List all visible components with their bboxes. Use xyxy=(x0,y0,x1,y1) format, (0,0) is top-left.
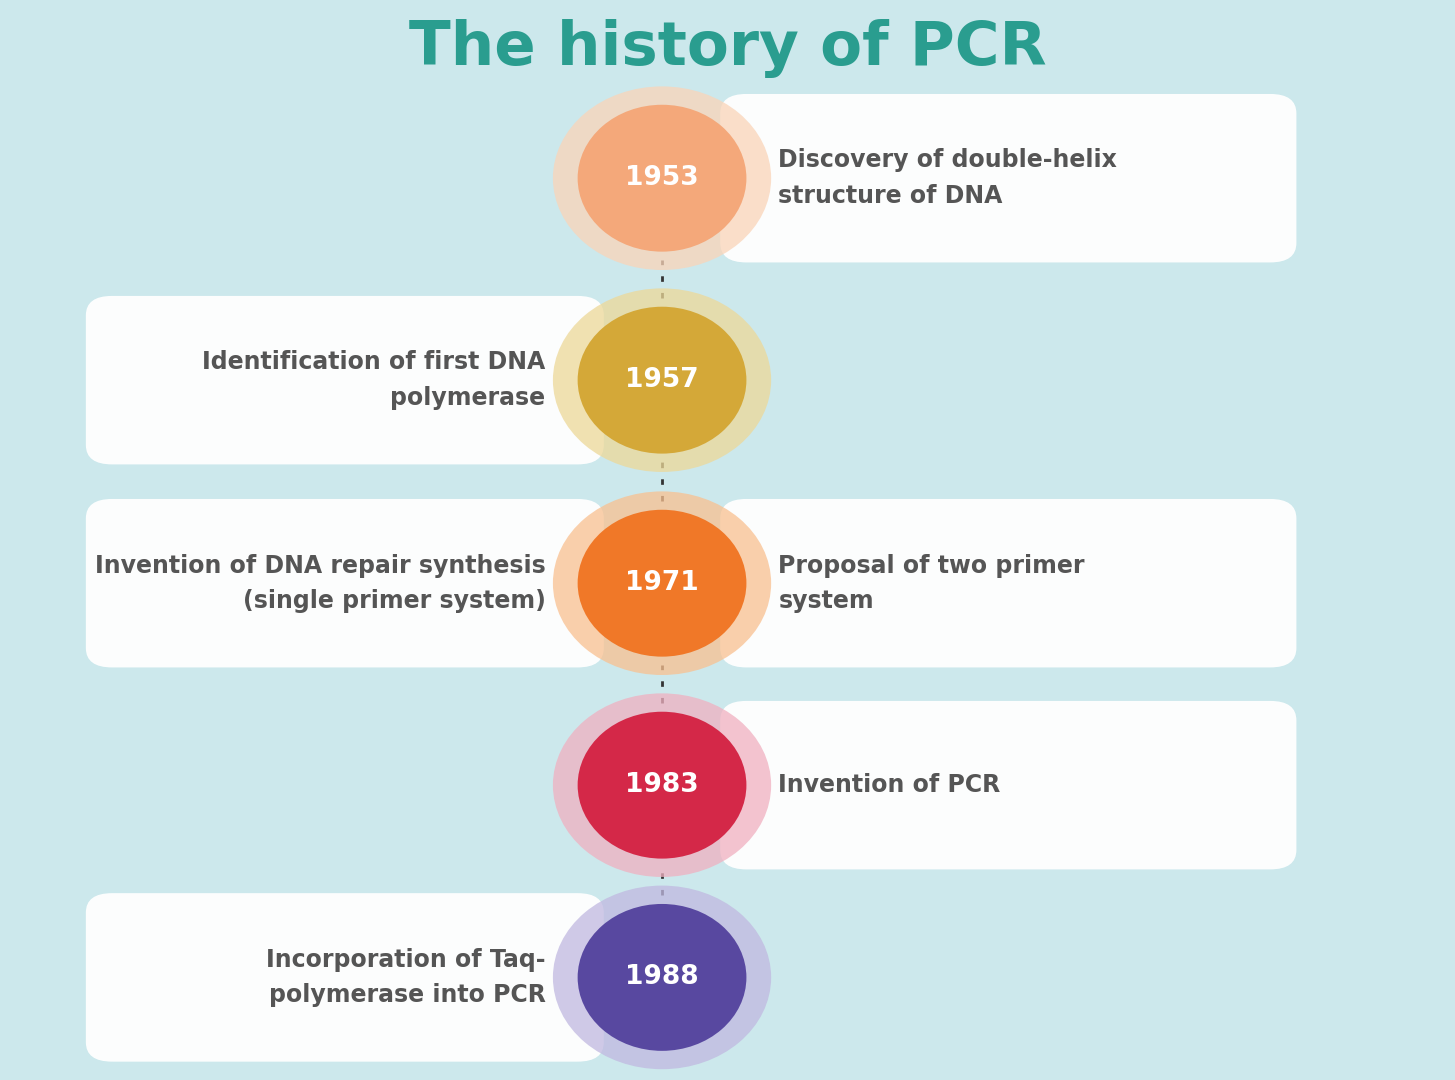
Text: Identification of first DNA
polymerase: Identification of first DNA polymerase xyxy=(202,350,546,409)
FancyBboxPatch shape xyxy=(720,701,1296,869)
FancyBboxPatch shape xyxy=(86,296,604,464)
Ellipse shape xyxy=(553,491,771,675)
Ellipse shape xyxy=(553,86,771,270)
Text: Invention of DNA repair synthesis
(single primer system): Invention of DNA repair synthesis (singl… xyxy=(95,553,546,612)
Text: 1971: 1971 xyxy=(626,570,698,596)
Text: 1957: 1957 xyxy=(626,367,698,393)
Text: 1953: 1953 xyxy=(626,165,698,191)
Ellipse shape xyxy=(578,510,746,657)
Text: 1983: 1983 xyxy=(626,772,698,798)
Ellipse shape xyxy=(553,288,771,472)
Ellipse shape xyxy=(553,886,771,1069)
Text: The history of PCR: The history of PCR xyxy=(409,19,1046,78)
Text: Invention of PCR: Invention of PCR xyxy=(778,773,1001,797)
Ellipse shape xyxy=(578,105,746,252)
FancyBboxPatch shape xyxy=(86,893,604,1062)
FancyBboxPatch shape xyxy=(86,499,604,667)
FancyBboxPatch shape xyxy=(720,94,1296,262)
Text: Discovery of double-helix
structure of DNA: Discovery of double-helix structure of D… xyxy=(778,148,1117,207)
Text: 1988: 1988 xyxy=(626,964,698,990)
FancyBboxPatch shape xyxy=(720,499,1296,667)
Ellipse shape xyxy=(578,904,746,1051)
Ellipse shape xyxy=(578,712,746,859)
Ellipse shape xyxy=(553,693,771,877)
Text: Incorporation of Taq-
polymerase into PCR: Incorporation of Taq- polymerase into PC… xyxy=(266,948,546,1007)
Text: Proposal of two primer
system: Proposal of two primer system xyxy=(778,553,1085,612)
Ellipse shape xyxy=(578,307,746,454)
